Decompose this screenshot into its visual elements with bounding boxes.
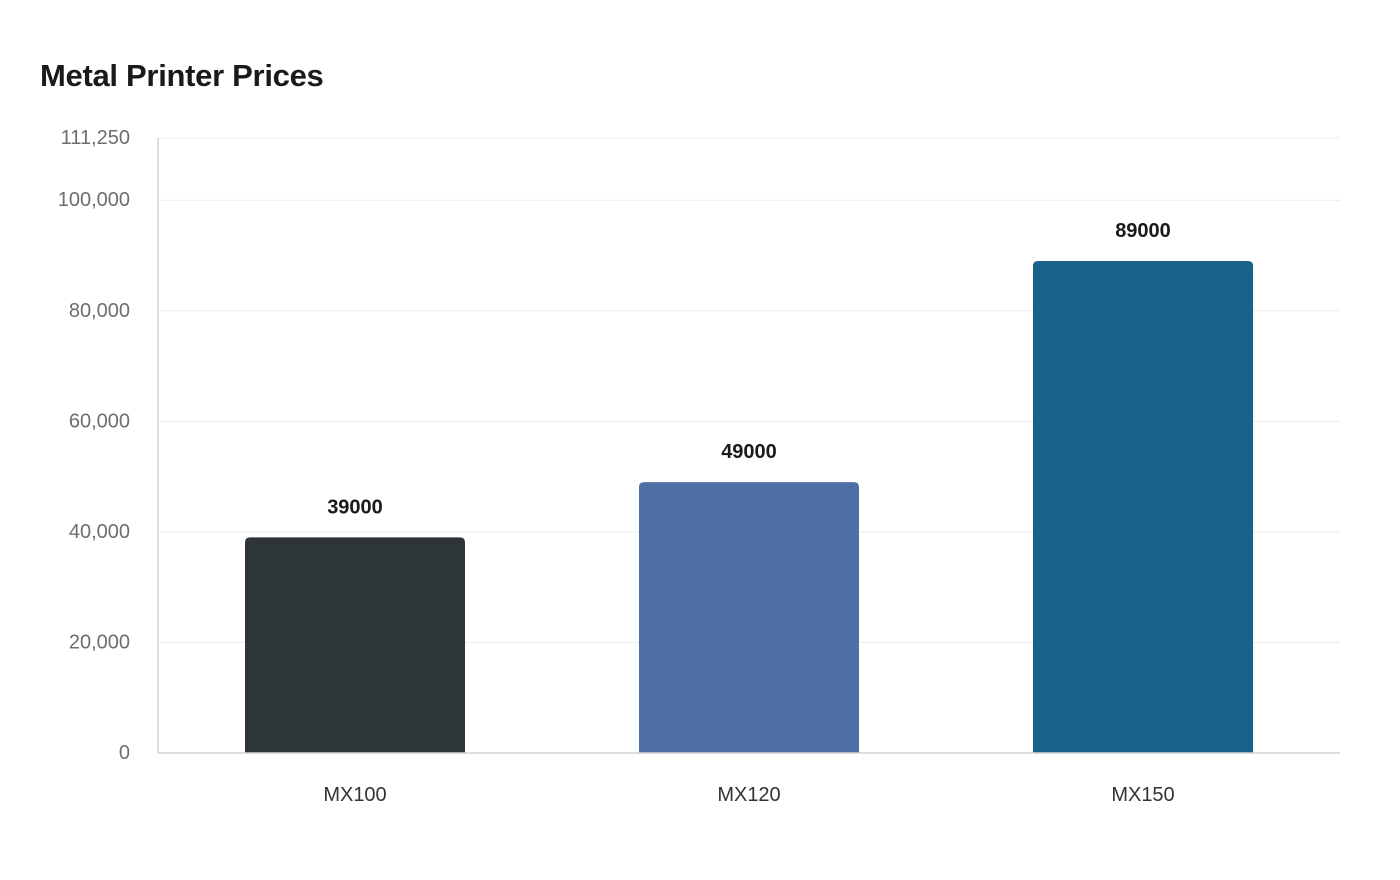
bar-mx150[interactable]: [1033, 261, 1253, 753]
y-tick-label: 60,000: [69, 410, 130, 432]
y-tick-label: 40,000: [69, 521, 130, 543]
bars: [245, 261, 1253, 753]
data-label: 89000: [1115, 220, 1171, 242]
data-label: 39000: [327, 496, 383, 518]
x-tick-label: MX150: [1111, 784, 1174, 806]
chart-title: Metal Printer Prices: [40, 58, 324, 93]
y-tick-label: 0: [119, 742, 130, 764]
x-tick-label: MX120: [717, 784, 780, 806]
y-tick-label: 100,000: [58, 189, 130, 211]
labels: 0 20,000 40,000 60,000 80,000 100,000 111,250 3…: [58, 127, 1175, 806]
x-tick-label: MX100: [323, 784, 386, 806]
bar-mx100[interactable]: [245, 537, 465, 753]
y-tick-label: 80,000: [69, 300, 130, 322]
axes: [157, 138, 1340, 754]
bar-mx120[interactable]: [639, 482, 859, 753]
data-label: 49000: [721, 441, 777, 463]
y-tick-label: 20,000: [69, 631, 130, 653]
y-tick-label: 111,250: [61, 127, 130, 149]
